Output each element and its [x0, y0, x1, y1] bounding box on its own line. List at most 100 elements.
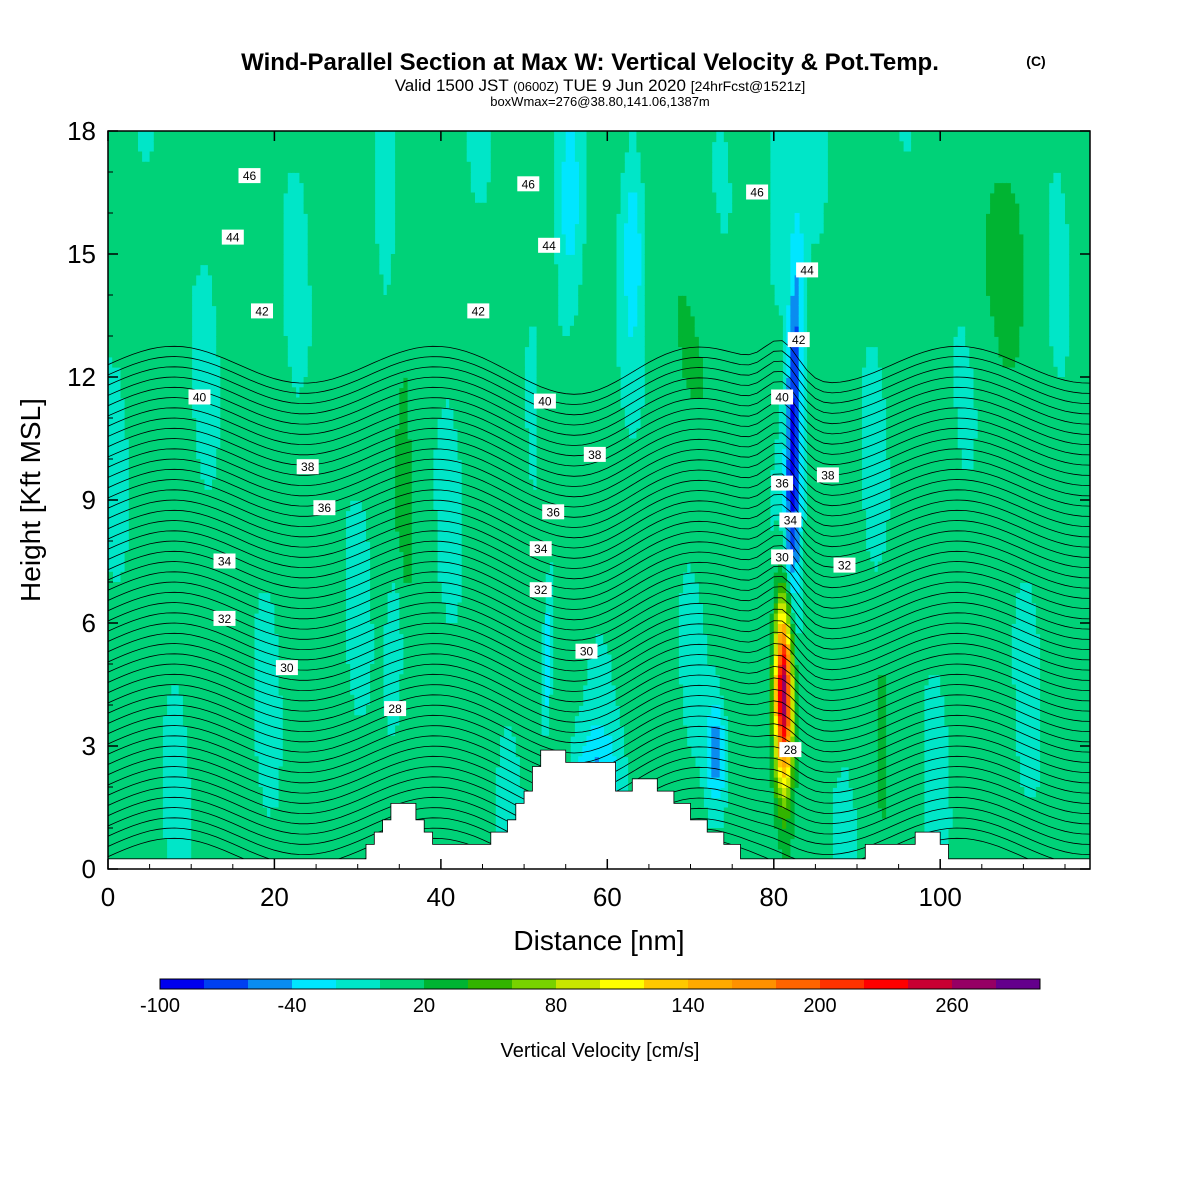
w-cell: [328, 438, 334, 450]
w-cell: [274, 325, 280, 337]
w-cell: [286, 797, 292, 809]
w-cell: [324, 448, 330, 460]
w-cell: [220, 397, 226, 409]
w-cell: [182, 223, 188, 235]
w-cell: [237, 776, 242, 788]
w-cell: [366, 428, 371, 440]
w-cell: [108, 653, 113, 665]
w-cell: [403, 315, 409, 327]
w-cell: [345, 787, 351, 799]
w-cell: [187, 315, 193, 327]
w-cell: [336, 366, 342, 378]
w-cell: [207, 807, 213, 819]
w-cell: [141, 459, 147, 471]
w-cell: [141, 828, 147, 840]
w-cell: [199, 510, 205, 522]
w-cell: [120, 592, 126, 604]
w-cell: [332, 623, 338, 635]
w-cell: [224, 305, 230, 317]
w-cell: [332, 469, 338, 481]
w-cell: [216, 243, 222, 255]
w-cell: [141, 715, 147, 727]
w-cell: [120, 766, 126, 778]
w-cell: [378, 438, 384, 450]
w-cell: [228, 684, 234, 696]
w-cell: [374, 807, 380, 819]
w-cell: [224, 787, 230, 799]
w-cell: [249, 817, 255, 829]
w-cell: [382, 407, 388, 419]
w-cell: [195, 592, 201, 604]
w-cell: [124, 243, 130, 255]
w-cell: [187, 469, 193, 481]
w-cell: [370, 541, 376, 553]
w-cell: [336, 438, 342, 450]
w-cell: [432, 438, 438, 450]
w-cell: [249, 571, 255, 583]
w-cell: [237, 223, 242, 235]
w-cell: [203, 131, 209, 143]
w-cell: [432, 551, 438, 563]
w-cell: [311, 346, 317, 358]
w-cell: [403, 776, 409, 788]
w-cell: [249, 797, 255, 809]
w-cell: [353, 797, 359, 809]
w-cell: [262, 172, 267, 184]
w-cell: [357, 838, 363, 850]
w-cell: [224, 377, 230, 389]
w-cell: [274, 520, 280, 532]
w-cell: [403, 459, 409, 471]
w-cell: [278, 479, 284, 491]
w-cell: [274, 182, 280, 194]
w-cell: [249, 418, 255, 430]
w-cell: [108, 141, 113, 153]
w-cell: [353, 325, 359, 337]
w-cell: [332, 541, 338, 553]
w-cell: [120, 192, 126, 204]
w-cell: [378, 664, 384, 676]
w-cell: [232, 274, 238, 286]
w-cell: [199, 838, 205, 850]
w-cell: [349, 346, 355, 358]
w-cell: [195, 561, 201, 573]
w-cell: [212, 787, 217, 799]
w-cell: [212, 202, 217, 214]
w-cell: [124, 756, 130, 768]
w-cell: [403, 202, 409, 214]
w-cell: [324, 725, 330, 737]
w-cell: [124, 346, 130, 358]
w-cell: [282, 151, 288, 163]
w-cell: [220, 202, 226, 214]
w-cell: [361, 213, 367, 225]
w-cell: [336, 602, 342, 614]
w-cell: [170, 520, 176, 532]
w-cell: [203, 151, 209, 163]
w-cell: [128, 500, 134, 512]
w-cell: [336, 510, 342, 522]
w-cell: [303, 489, 309, 501]
w-cell: [357, 407, 363, 419]
w-cell: [108, 582, 113, 594]
w-cell: [386, 561, 392, 573]
w-cell: [182, 489, 188, 501]
w-cell: [216, 582, 222, 594]
w-cell: [207, 571, 213, 583]
w-cell: [253, 254, 259, 266]
w-cell: [307, 233, 313, 245]
w-cell: [232, 817, 238, 829]
w-cell: [162, 202, 168, 214]
w-cell: [199, 571, 205, 583]
w-cell: [237, 756, 242, 768]
w-cell: [195, 151, 201, 163]
w-cell: [182, 510, 188, 522]
w-cell: [345, 848, 351, 860]
w-cell: [241, 356, 247, 368]
w-cell: [257, 530, 263, 542]
w-cell: [133, 336, 138, 348]
w-cell: [249, 520, 255, 532]
w-cell: [324, 161, 330, 173]
w-cell: [282, 797, 288, 809]
w-cell: [361, 735, 367, 747]
w-cell: [403, 336, 409, 348]
w-cell: [328, 274, 334, 286]
